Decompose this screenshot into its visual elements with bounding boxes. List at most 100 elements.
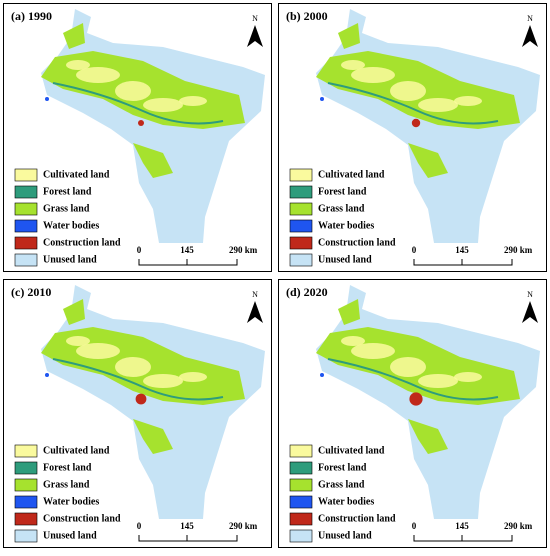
legend-label: Cultivated land xyxy=(318,169,385,180)
legend-swatch xyxy=(289,168,313,182)
legend-swatch xyxy=(289,461,313,475)
north-arrow xyxy=(522,301,538,323)
legend-swatch xyxy=(289,444,313,458)
water-body xyxy=(45,373,49,377)
map-panel: (a) 1990 N Cultivated land Forest land Grass… xyxy=(3,3,272,272)
legend-swatch xyxy=(289,529,313,543)
legend-swatch xyxy=(14,202,38,216)
legend-swatch xyxy=(289,495,313,509)
cultivated-land xyxy=(341,60,365,70)
legend-label: Grass land xyxy=(318,203,365,214)
grass-land xyxy=(63,23,85,49)
legend-label: Cultivated land xyxy=(43,445,110,456)
cultivated-land xyxy=(76,67,120,83)
cultivated-land xyxy=(143,374,183,388)
scale-label: 145 xyxy=(455,245,469,255)
scale-bar xyxy=(138,535,238,542)
legend-label: Water bodies xyxy=(43,220,99,231)
cultivated-land xyxy=(418,98,458,112)
legend-label: Unused land xyxy=(43,530,97,541)
grass-land xyxy=(338,299,360,325)
scale-label: 0 xyxy=(412,521,417,531)
legend-swatch xyxy=(289,478,313,492)
legend-swatch xyxy=(14,168,38,182)
cultivated-land xyxy=(66,336,90,346)
legend-swatch xyxy=(289,512,313,526)
legend-swatch xyxy=(289,219,313,233)
grass-land xyxy=(133,143,173,178)
cultivated-land xyxy=(454,372,482,382)
construction-land xyxy=(409,392,423,406)
forest-land xyxy=(327,82,499,125)
legend-swatch xyxy=(14,495,38,509)
scale-label: 145 xyxy=(180,245,194,255)
north-label: N xyxy=(252,14,258,23)
map-panel: (c) 2010 N Cultivated land Forest land Grass… xyxy=(3,279,272,548)
scale-label: 0 xyxy=(412,245,417,255)
grass-land xyxy=(133,419,173,454)
legend-swatch xyxy=(289,202,313,216)
north-label: N xyxy=(527,14,533,23)
legend-swatch xyxy=(14,236,38,250)
cultivated-land xyxy=(66,60,90,70)
legend-label: Water bodies xyxy=(318,496,374,507)
legend-label: Cultivated land xyxy=(318,445,385,456)
forest-land xyxy=(52,82,224,125)
scale-label: 145 xyxy=(455,521,469,531)
cultivated-land xyxy=(390,81,426,101)
scale-label: 290 km xyxy=(229,245,258,255)
panel-title: (b) 2000 xyxy=(286,9,328,23)
cultivated-land xyxy=(115,81,151,101)
scale-label: 145 xyxy=(180,521,194,531)
legend-label: Unused land xyxy=(318,530,372,541)
legend-swatch xyxy=(289,236,313,250)
cultivated-land xyxy=(179,372,207,382)
legend-label: Construction land xyxy=(318,513,396,524)
legend-label: Unused land xyxy=(318,254,372,265)
forest-land xyxy=(327,358,499,401)
panel-title: (c) 2010 xyxy=(11,285,51,299)
legend-swatch xyxy=(14,461,38,475)
scale-label: 290 km xyxy=(504,245,533,255)
construction-land xyxy=(138,120,144,126)
grass-land xyxy=(338,23,360,49)
legend-label: Water bodies xyxy=(43,496,99,507)
legend-label: Forest land xyxy=(318,462,367,473)
legend-label: Forest land xyxy=(43,186,92,197)
legend-label: Construction land xyxy=(43,237,121,248)
cultivated-land xyxy=(351,343,395,359)
scale-label: 290 km xyxy=(504,521,533,531)
cultivated-land xyxy=(341,336,365,346)
cultivated-land xyxy=(143,98,183,112)
legend-label: Forest land xyxy=(318,186,367,197)
legend-swatch xyxy=(289,185,313,199)
legend-label: Construction land xyxy=(43,513,121,524)
cultivated-land xyxy=(115,357,151,377)
legend-label: Construction land xyxy=(318,237,396,248)
forest-land xyxy=(52,358,224,401)
legend-swatch xyxy=(14,219,38,233)
map-panel: (d) 2020 N Cultivated land Forest land Grass… xyxy=(278,279,547,548)
legend-swatch xyxy=(14,512,38,526)
legend-swatch xyxy=(14,444,38,458)
scale-bar xyxy=(138,259,238,266)
north-arrow xyxy=(247,25,263,47)
legend-label: Forest land xyxy=(43,462,92,473)
panel-title: (a) 1990 xyxy=(11,9,52,23)
north-arrow xyxy=(247,301,263,323)
construction-land xyxy=(135,393,147,405)
map-panel: (b) 2000 N Cultivated land Forest land Grass… xyxy=(278,3,547,272)
cultivated-land xyxy=(351,67,395,83)
legend-label: Grass land xyxy=(318,479,365,490)
north-label: N xyxy=(252,290,258,299)
grass-land xyxy=(408,143,448,178)
legend-label: Cultivated land xyxy=(43,169,110,180)
cultivated-land xyxy=(76,343,120,359)
scale-label: 0 xyxy=(137,245,142,255)
legend-swatch xyxy=(14,478,38,492)
legend-swatch xyxy=(289,253,313,267)
legend-swatch xyxy=(14,253,38,267)
scale-label: 290 km xyxy=(229,521,258,531)
